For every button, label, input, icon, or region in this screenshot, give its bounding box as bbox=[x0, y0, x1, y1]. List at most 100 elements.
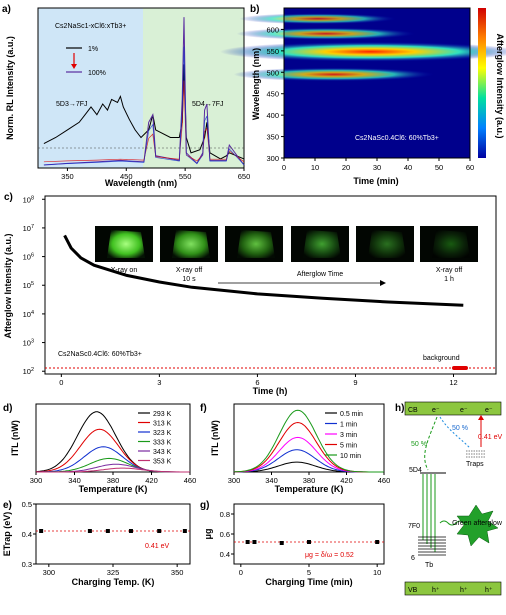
panel-f-xlabel: Temperature (K) bbox=[275, 484, 344, 494]
panel-f-legend-label: 0.5 min bbox=[340, 411, 363, 418]
panel-a-xtick-label: 450 bbox=[120, 172, 133, 181]
panel-d-xlabel: Temperature (K) bbox=[79, 484, 148, 494]
panel-c-label: c) bbox=[4, 192, 13, 203]
panel-e-point bbox=[157, 529, 162, 533]
vb-label: VB bbox=[408, 587, 418, 594]
7f-label: 7F0 bbox=[408, 523, 420, 530]
panel-b: b) Cs2NaSc0.4Cl6: 60%Tb3+ Afterglow Inte… bbox=[220, 4, 506, 186]
panel-h: h) CB e⁻ e⁻ e⁻ VB h⁺ h⁺ h⁺ 50 % 50 % 0.4… bbox=[395, 401, 503, 596]
crystal-glow-5 bbox=[368, 230, 406, 258]
panel-c-ytick-label: 102 bbox=[23, 367, 34, 376]
panel-b-yticks: 600 550 500 450 400 350 300 bbox=[266, 25, 284, 163]
panel-e-xtick-label: 300 bbox=[43, 568, 56, 577]
panel-d-curves bbox=[35, 411, 190, 473]
crystal-glow-3 bbox=[237, 230, 275, 258]
panel-e-xlabel: Charging Temp. (K) bbox=[72, 577, 155, 587]
panel-f-ylabel: ITL (nW) bbox=[210, 420, 220, 456]
panel-b-label: b) bbox=[250, 4, 259, 15]
panel-g-point bbox=[307, 540, 311, 544]
panel-e-point bbox=[87, 529, 92, 533]
panel-c-ytick-label: 104 bbox=[23, 310, 34, 319]
panel-f-curves bbox=[233, 409, 384, 473]
panel-c-ytick-label: 105 bbox=[23, 281, 34, 290]
photo-caption: X-ray on bbox=[111, 267, 138, 274]
red-arrow-head bbox=[478, 415, 484, 420]
panel-a-ann-left: 5D3→7FJ bbox=[56, 101, 88, 108]
panel-f-legend-label: 10 min bbox=[340, 453, 361, 460]
panel-a-series bbox=[43, 17, 245, 166]
panel-a-mid-series-2 bbox=[43, 46, 245, 166]
panel-g-points bbox=[234, 540, 384, 545]
pct-right: 50 % bbox=[452, 425, 468, 432]
panel-e-point bbox=[39, 529, 44, 533]
hole-3: h⁺ bbox=[485, 587, 493, 594]
panel-d-xtick-label: 420 bbox=[145, 476, 158, 485]
panel-b-xtick-label: 0 bbox=[282, 163, 286, 172]
panel-e-ytick-label: 0.4 bbox=[22, 530, 32, 539]
panel-c-xlabel: Time (h) bbox=[253, 386, 288, 396]
hole-2: h⁺ bbox=[460, 587, 468, 594]
panel-e-frame bbox=[35, 503, 191, 565]
electron-2: e⁻ bbox=[460, 407, 468, 414]
panel-a-xtick-label: 350 bbox=[61, 172, 74, 181]
panel-a-sample: Cs2NaSc1-xCl6:xTb3+ bbox=[55, 23, 126, 30]
panel-f-legend-label: 3 min bbox=[340, 432, 357, 439]
panel-a: a) Cs2NaSc1-xCl6:xTb3+ 1% 100% 5D3→7FJ 5… bbox=[2, 4, 250, 188]
emission-lines bbox=[422, 474, 436, 552]
crystal-glow-2 bbox=[172, 230, 210, 258]
crystal-glow-1 bbox=[107, 230, 145, 258]
panel-f-legend-label: 1 min bbox=[340, 422, 357, 429]
panel-b-band bbox=[236, 27, 416, 40]
green-dashed-arrow bbox=[424, 416, 438, 471]
panel-c-sample: Cs2NaSc0.4Cl6: 60%Tb3+ bbox=[58, 351, 142, 358]
photo-caption: X-ray off bbox=[436, 267, 462, 274]
panel-b-ytick-label: 600 bbox=[266, 25, 279, 34]
panel-g-ylabel: μg bbox=[203, 528, 213, 539]
crystal-glow-6 bbox=[432, 230, 470, 258]
panel-d-xticks: 300 340 380 420 460 bbox=[30, 472, 196, 485]
panel-g-ytick-label: 0.6 bbox=[220, 530, 230, 539]
panel-g-xticks: 0 5 10 bbox=[239, 564, 381, 577]
panel-c-frame bbox=[44, 195, 497, 375]
panel-c-background-marker bbox=[452, 366, 468, 370]
panel-g-ytick-label: 0.8 bbox=[220, 510, 230, 519]
panel-g-xtick-label: 0 bbox=[239, 568, 243, 577]
photo-caption: 1 h bbox=[444, 276, 454, 283]
panel-a-legend-2: 100% bbox=[88, 70, 106, 77]
panel-g-annotation: μg = δ/ω = 0.52 bbox=[305, 552, 354, 559]
panel-a-label: a) bbox=[2, 4, 11, 15]
panel-e-point bbox=[128, 529, 133, 533]
panel-a-xtick-label: 650 bbox=[238, 172, 251, 181]
panel-c-yticks: 108 107 106 105 104 103 102 bbox=[23, 195, 45, 376]
electron-3: e⁻ bbox=[485, 407, 493, 414]
panel-b-colorbar-label: Afterglow Intensity (a.u.) bbox=[495, 33, 505, 138]
photo-caption: Afterglow Time bbox=[297, 271, 343, 278]
panel-e-point bbox=[182, 529, 187, 533]
panel-c-decay-curve bbox=[63, 234, 464, 307]
panel-f-curve bbox=[233, 421, 384, 473]
panel-g: g) μg = δ/ω = 0.52 0.8 0.6 0.4 0 5 10 Chargi… bbox=[200, 500, 385, 587]
panel-b-xticks: 0 10 20 30 40 50 60 bbox=[282, 158, 474, 172]
panel-e-label: e) bbox=[3, 500, 12, 511]
panel-a-green-region bbox=[143, 8, 244, 168]
panel-e-point bbox=[105, 529, 110, 533]
panel-f-xticks: 300 340 380 420 460 bbox=[228, 472, 391, 485]
panel-c-xtick-label: 3 bbox=[157, 378, 161, 387]
panel-d: d) 293 K 313 K 323 K 333 K 343 K 353 K 300 340… bbox=[3, 403, 196, 494]
d4-label: 5D4 bbox=[409, 467, 422, 474]
panel-f-xtick-label: 460 bbox=[378, 476, 391, 485]
star-text: Green afterglow bbox=[452, 520, 503, 527]
panel-e-ylabel: ETrap (eV) bbox=[2, 512, 12, 557]
panel-g-point bbox=[279, 541, 284, 545]
panel-h-label: h) bbox=[395, 403, 404, 414]
panel-b-xtick-label: 30 bbox=[373, 163, 381, 172]
pct-left: 50 % bbox=[411, 441, 427, 448]
panel-c-ytick-label: 107 bbox=[23, 224, 34, 233]
panel-a-arrow-head bbox=[71, 64, 77, 69]
panel-b-ytick-label: 400 bbox=[266, 111, 279, 120]
panel-g-point bbox=[245, 540, 250, 544]
panel-f-curve bbox=[234, 409, 384, 473]
panel-a-legend-1: 1% bbox=[88, 46, 98, 53]
panel-e-ytick-label: 0.5 bbox=[22, 500, 32, 509]
